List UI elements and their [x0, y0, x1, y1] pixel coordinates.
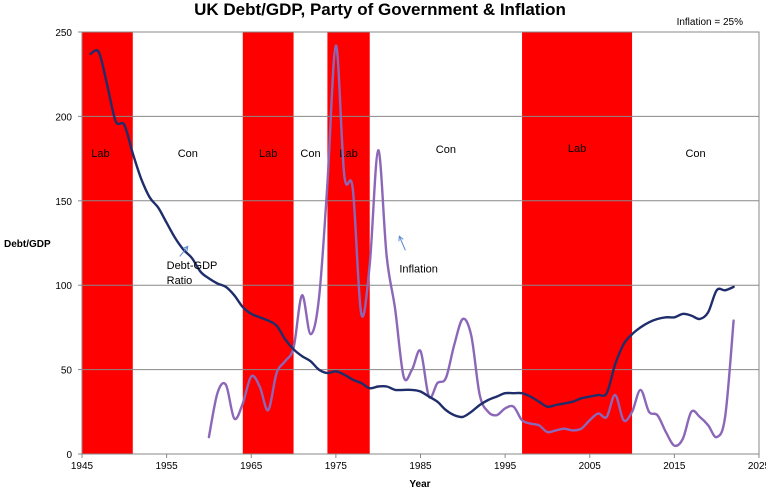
party-label: Con	[178, 148, 198, 160]
party-labels: Lab Con Lab Con Lab Con Lab Con	[91, 143, 705, 160]
party-label: Con	[300, 148, 320, 160]
y-tick-label: 250	[55, 28, 72, 39]
party-label: Lab	[568, 143, 586, 155]
party-label: Lab	[91, 148, 109, 160]
y-axis-label: Debt/GDP	[4, 239, 51, 250]
gridlines	[82, 31, 759, 371]
labour-band	[327, 32, 370, 454]
x-tick-label: 1985	[409, 461, 432, 472]
government-bands	[82, 32, 633, 454]
x-tick-label: 1975	[325, 461, 348, 472]
annotation-arrowhead	[398, 235, 404, 242]
y-axis-ticks: 0 50 100 150 200 250	[55, 28, 82, 461]
y-tick-label: 100	[55, 281, 72, 292]
annotation-label: Debt-GDP	[167, 260, 218, 272]
party-label: Lab	[259, 148, 277, 160]
party-label: Con	[436, 144, 456, 156]
labour-band	[522, 32, 633, 454]
inflation-line	[207, 44, 735, 448]
series-lines	[89, 44, 735, 448]
plot-frame	[81, 31, 760, 455]
chart-title: UK Debt/GDP, Party of Government & Infla…	[194, 0, 566, 19]
annotation-arrow	[179, 246, 189, 257]
annotation-label: Ratio	[167, 275, 193, 287]
x-tick-label: 2005	[579, 461, 602, 472]
y-tick-label: 0	[66, 450, 72, 461]
annotations: Debt-GDP Ratio Inflation	[167, 235, 438, 287]
annotation-arrowhead	[182, 245, 189, 252]
debt-gdp-line	[89, 49, 735, 419]
x-axis-ticks: 1945 1955 1965 1975 1985 1995 2005 2015 2025	[71, 454, 766, 472]
labour-band	[82, 32, 133, 454]
chart-note: Inflation = 25%	[677, 17, 744, 28]
x-tick-label: 1945	[71, 461, 94, 472]
annotation-label: Inflation	[399, 263, 438, 275]
annotation-arrow	[398, 236, 406, 251]
y-tick-label: 150	[55, 197, 72, 208]
x-tick-label: 1955	[156, 461, 179, 472]
x-tick-label: 1965	[240, 461, 263, 472]
labour-band	[242, 32, 294, 454]
x-tick-label: 2025	[748, 461, 766, 472]
x-axis-label: Year	[409, 479, 430, 490]
x-tick-label: 2015	[663, 461, 686, 472]
x-tick-label: 1995	[494, 461, 517, 472]
y-tick-label: 50	[61, 366, 73, 377]
y-tick-label: 200	[55, 112, 72, 123]
party-label: Con	[685, 148, 705, 160]
